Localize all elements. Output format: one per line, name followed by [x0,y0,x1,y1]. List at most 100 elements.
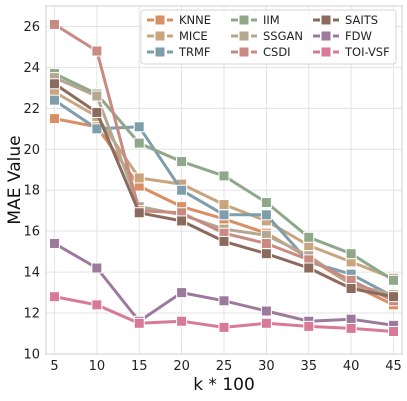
legend-label: IIM [263,13,280,27]
data-point [133,121,145,133]
legend-label: TOI-VSF [344,45,390,59]
data-point [260,248,272,260]
data-point [345,322,357,334]
legend-item-knne: KNNE [147,13,211,27]
data-point [176,215,188,227]
legend-label: CSDI [263,45,291,59]
legend-item-mice: MICE [147,29,208,43]
legend-marker [238,14,250,26]
data-point [388,291,400,303]
tick-labels: 10 12 14 16 18 20 22 24 26 5 10 15 20 25 30 35 40 45 [23,20,401,374]
legend-item-trmf: TRMF [147,45,211,59]
data-point [176,184,188,196]
data-point [48,291,60,303]
data-point [133,207,145,219]
legend-item-fdw: FDW [313,29,372,43]
legend-marker [320,46,332,58]
legend-box [140,9,397,65]
data-point [48,113,60,125]
x-tick-label: 20 [173,359,190,374]
data-point [48,78,60,90]
legend-marker [154,14,166,26]
legend-marker [154,30,166,42]
x-tick-label: 45 [385,359,402,374]
data-point [48,18,60,30]
data-point [388,325,400,337]
data-point [91,262,103,274]
legend-item-toi-vsf: TOI-VSF [313,45,390,59]
legend-label: MICE [179,29,208,43]
x-tick-label: 35 [300,359,317,374]
plot-area-frame [45,5,403,355]
data-point [218,199,230,211]
y-tick-label: 26 [23,20,40,35]
x-tick-label: 40 [343,359,360,374]
series-trmf [48,94,400,303]
data-point [133,137,145,149]
legend-marker [320,30,332,42]
data-point [48,94,60,106]
x-tick-label: 10 [89,359,106,374]
data-point [345,313,357,325]
data-point [133,317,145,329]
data-point [303,262,315,274]
legend-marker [320,14,332,26]
legend-item-csdi: CSDI [231,45,291,59]
legend-item-iim: IIM [231,13,280,27]
data-point [260,317,272,329]
x-tick-label: 15 [131,359,148,374]
x-axis-title: k * 100 [193,375,255,395]
data-point [218,170,230,182]
data-point [176,315,188,327]
data-point [218,209,230,221]
legend-label: TRMF [178,45,211,59]
legend-label: SAITS [345,13,378,27]
data-point [218,295,230,307]
y-tick-label: 20 [23,143,40,158]
y-tick-label: 14 [23,266,40,281]
data-point [303,231,315,243]
legend-marker [238,46,250,58]
legend-label: FDW [345,29,372,43]
data-point [91,106,103,118]
data-point [176,156,188,168]
data-point [260,209,272,221]
data-point [91,123,103,135]
x-tick-label: 5 [50,359,58,374]
legend-label: KNNE [179,13,211,27]
legend-item-ssgan: SSGAN [231,29,303,43]
x-tick-label: 30 [258,359,275,374]
data-point [91,90,103,102]
data-point [260,305,272,317]
y-tick-label: 22 [23,102,40,117]
data-point [91,45,103,57]
y-tick-label: 10 [23,348,40,363]
data-point [91,299,103,311]
series-layer [48,18,400,337]
series-saits [48,78,400,303]
data-point [133,172,145,184]
data-point [303,320,315,332]
data-point [48,237,60,249]
y-tick-label: 12 [23,307,40,322]
data-point [218,235,230,247]
y-tick-label: 16 [23,225,40,240]
legend: KNNE MICE TRMF IIM SSGAN CSDI SAITS FDW TOI-VSF [140,9,397,65]
data-point [176,287,188,299]
legend-marker [154,46,166,58]
series-toi-vsf [48,291,400,337]
legend-label: SSGAN [263,29,303,43]
y-tick-label: 18 [23,184,40,199]
data-point [345,248,357,260]
data-point [260,197,272,209]
legend-item-saits: SAITS [313,13,378,27]
data-point [345,282,357,294]
data-point [260,237,272,249]
data-point [218,321,230,333]
y-axis-title: MAE Value [5,135,25,224]
data-point [388,274,400,286]
y-tick-label: 24 [23,61,40,76]
x-tick-label: 25 [216,359,233,374]
legend-marker [238,30,250,42]
